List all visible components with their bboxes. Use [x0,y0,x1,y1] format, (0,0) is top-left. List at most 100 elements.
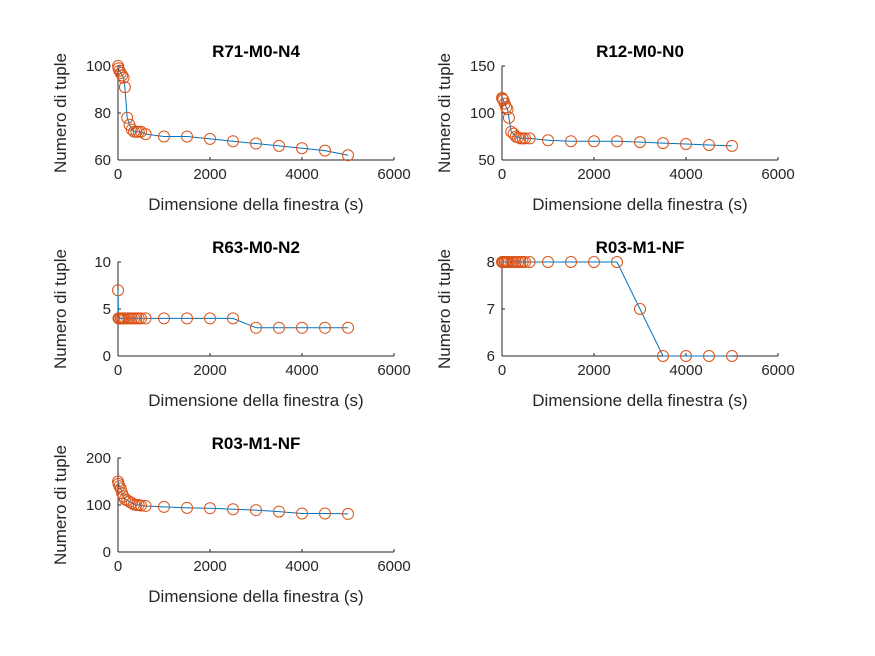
y-axis-label: Numero di tuple [51,445,70,565]
subplot-5: 0 2000 4000 6000 0 100 200 R03-M1-NF Dimensione … [51,434,411,606]
chart-title: R63-M0-N2 [212,238,300,257]
x-tick-label: 6000 [377,558,410,575]
x-tick-label: 6000 [377,362,410,379]
x-tick-label: 4000 [669,362,702,379]
data-point [114,482,127,495]
data-point [204,502,216,515]
data-point [342,149,354,162]
y-axis-label: Numero di tuple [51,53,70,173]
data-point [565,256,577,268]
x-tick-label: 4000 [669,166,702,183]
x-tick-label: 0 [114,558,122,575]
series-line [501,97,733,147]
y-axis-label: Numero di tuple [51,249,70,369]
data-point [250,321,262,334]
x-axis-label: Dimensione della finestra (s) [148,587,363,606]
series-line [117,65,349,156]
data-point [204,132,216,145]
data-point [319,321,331,334]
data-point [319,507,331,520]
data-point [158,130,170,143]
y-axis-label: Numero di tuple [435,53,454,173]
data-point [634,303,646,315]
y-tick-label: 200 [86,450,111,467]
data-point [121,111,134,124]
data-point [116,69,129,82]
data-point [502,111,515,124]
data-point [273,505,285,518]
y-tick-label: 5 [103,301,111,318]
x-axis-label: Dimensione della finestra (s) [532,391,747,410]
x-tick-label: 0 [114,362,122,379]
data-point [703,350,715,362]
y-tick-label: 0 [103,544,111,561]
data-point [139,312,152,325]
data-point [501,103,514,116]
x-tick-label: 2000 [193,362,226,379]
x-tick-label: 2000 [193,558,226,575]
data-point [273,321,285,334]
data-point [139,499,152,512]
data-point [227,135,239,148]
data-point [523,256,536,268]
data-point [319,144,331,157]
data-point [519,132,531,145]
data-point [519,256,531,268]
data-point [250,504,262,517]
x-tick-label: 2000 [577,362,610,379]
series-line [117,481,349,515]
series-line [117,290,348,329]
x-axis-label: Dimensione della finestra (s) [148,391,363,410]
data-point [158,500,170,513]
y-tick-label: 7 [487,301,495,318]
y-tick-label: 50 [478,152,495,169]
data-point [680,350,692,362]
x-tick-label: 0 [114,166,122,183]
data-point [158,312,170,325]
data-point [523,132,536,145]
y-axis-label: Numero di tuple [435,249,454,369]
data-point [117,71,130,84]
subplot-4: 0 2000 4000 6000 6 7 8 R03-M1-NF Dimensione dell… [435,238,795,410]
x-axis-label: Dimensione della finestra (s) [148,195,363,214]
data-point [542,256,554,268]
subplot-3: 0 2000 4000 6000 0 5 10 R63-M0-N2 Dimensione del… [51,238,411,410]
data-point [118,81,131,94]
y-tick-label: 100 [86,58,111,75]
y-tick-label: 80 [94,105,111,122]
data-point [726,139,738,152]
data-point [139,128,152,141]
y-tick-label: 10 [94,254,111,271]
data-point [181,130,193,143]
data-point [135,312,147,325]
x-axis-label: Dimensione della finestra (s) [532,195,747,214]
y-tick-label: 150 [470,58,495,75]
data-point [227,503,239,516]
data-point [342,321,354,334]
data-point [296,321,308,334]
subplot-2: 0 2000 4000 6000 50 100 150 R12-M0-N0 Dimensione… [435,42,795,214]
x-tick-label: 2000 [193,166,226,183]
chart-title: R71-M0-N4 [212,42,300,61]
x-tick-label: 4000 [285,558,318,575]
data-point [296,142,308,155]
y-tick-label: 60 [94,152,111,169]
data-point [680,138,692,151]
x-tick-label: 6000 [377,166,410,183]
x-tick-label: 6000 [761,362,794,379]
data-point [296,507,308,520]
data-point [657,350,669,362]
y-tick-label: 6 [487,348,495,365]
x-tick-label: 6000 [761,166,794,183]
data-point [657,137,669,150]
y-tick-label: 100 [86,497,111,514]
y-tick-label: 0 [103,348,111,365]
data-point [342,507,354,520]
x-tick-label: 0 [498,362,506,379]
series-line [502,261,732,357]
data-point [273,139,285,152]
data-point [611,256,623,268]
y-tick-label: 8 [487,254,495,271]
x-tick-label: 0 [498,166,506,183]
